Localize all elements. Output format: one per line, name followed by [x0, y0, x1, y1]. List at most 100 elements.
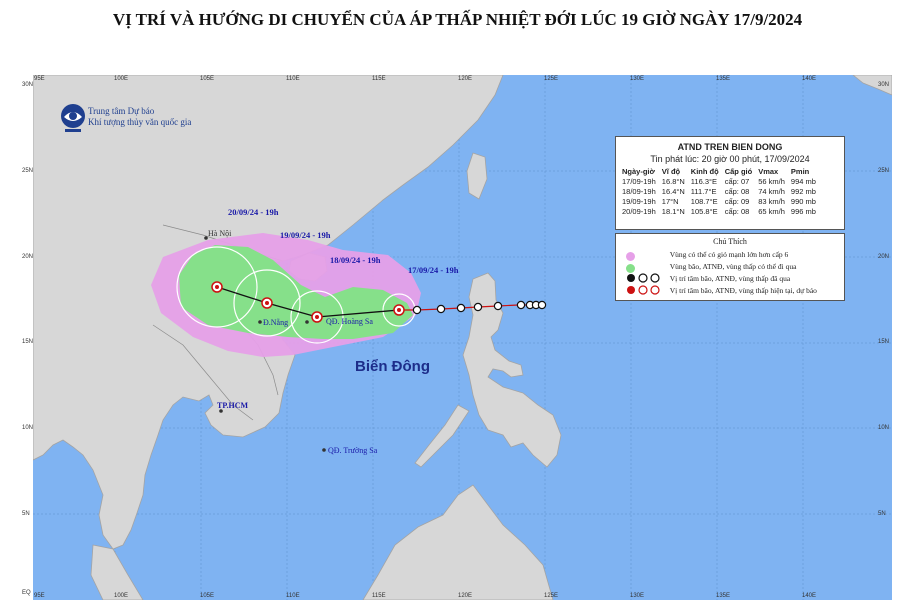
tick-top: 125E: [544, 76, 559, 82]
table-header-row: Ngày-giờ Vĩ độ Kinh độ Cấp gió Vmax Pmin: [619, 167, 819, 177]
tick-bottom: 125E: [544, 593, 559, 599]
tick-top: 105E: [200, 76, 215, 82]
table-cell: 19/09-19h: [622, 197, 656, 206]
tick-left: 25N: [22, 168, 34, 174]
tick-right: 10N: [878, 425, 890, 431]
tick-right: 15N: [878, 339, 890, 345]
table-cell: 111.7°E: [690, 187, 717, 196]
table-cell: 18/09-19h: [622, 187, 656, 196]
legend-item-danger-zone: Vùng bão, ATNĐ, vùng thấp có thể đi qua: [626, 261, 797, 273]
tick-bottom: 95E: [34, 593, 45, 599]
header-cell: Kinh độ: [690, 167, 719, 176]
track-label-18-09: 18/09/24 - 19h: [330, 255, 381, 265]
hanoi-label: Hà Nội: [208, 229, 232, 238]
forecast-storm-symbols-icon: [627, 285, 660, 295]
info-issued: Tin phát lúc: 20 giờ 00 phút, 17/09/2024: [650, 154, 810, 164]
tick-top: 120E: [458, 76, 473, 82]
tick-left: 15N: [22, 339, 34, 345]
tick-bottom: 105E: [200, 593, 215, 599]
tick-left: 10N: [22, 425, 34, 431]
hydromet-logo-icon: [61, 104, 85, 132]
tick-right: 20N: [878, 254, 890, 260]
table-cell: 108.7°E: [690, 197, 718, 206]
table-row: 20/09-19h 18.1°N 105.8°E cấp: 08 65 km/h 996 …: [619, 207, 819, 217]
header-cell: Vmax: [758, 167, 779, 176]
past-positions: [412, 300, 547, 315]
legend-item-wind-zone: Vùng có thể có gió mạnh lớn hơn cấp 6: [626, 249, 789, 261]
japan: [852, 75, 892, 96]
table-cell: 992 mb: [790, 187, 816, 196]
table-cell: 105.8°E: [690, 207, 718, 216]
spratly-label: QĐ. Trường Sa: [328, 446, 378, 455]
borneo: [362, 484, 554, 600]
table-cell: 16.4°N: [661, 187, 685, 196]
track-label-17-09: 17/09/24 - 19h: [408, 265, 459, 275]
tick-right: 25N: [878, 168, 890, 174]
forecast-positions: [211, 281, 405, 323]
palawan: [414, 404, 470, 468]
past-storm-symbols-icon: [627, 273, 660, 283]
agency-line-1: Trung tâm Dự báo: [88, 106, 155, 116]
agency-line-2: Khí tượng thủy văn quốc gia: [88, 117, 192, 127]
table-cell: 16.8°N: [661, 177, 685, 186]
table-cell: 65 km/h: [758, 207, 785, 216]
tick-left: 5N: [22, 511, 30, 517]
tick-bottom: 120E: [458, 593, 473, 599]
tick-top: 100E: [114, 76, 129, 82]
tick-right: 5N: [878, 511, 886, 517]
page-title: VỊ TRÍ VÀ HƯỚNG DI CHUYỂN CỦA ÁP THẤP NH…: [112, 10, 803, 29]
table-cell: 74 km/h: [758, 187, 785, 196]
table-cell: 18.1°N: [661, 207, 685, 216]
table-cell: cấp: 07: [724, 177, 750, 186]
tick-top: 115E: [372, 76, 386, 82]
table-cell: 20/09-19h: [622, 207, 656, 216]
table-cell: 56 km/h: [758, 177, 785, 186]
table-cell: cấp: 08: [724, 207, 750, 216]
tick-bottom: 130E: [630, 593, 645, 599]
header-cell: Pmin: [790, 167, 810, 176]
track-label-20-09: 20/09/24 - 19h: [228, 207, 279, 217]
tick-bottom: 115E: [372, 593, 386, 599]
legend-title: Chú Thích: [713, 237, 747, 246]
legend-label: Vùng có thể có gió mạnh lớn hơn cấp 6: [669, 250, 789, 259]
sea-name: Biển Đông: [355, 358, 430, 375]
tick-left: 30N: [22, 82, 34, 88]
green-dot-icon: [626, 263, 635, 273]
danger-zone: [179, 245, 413, 339]
header-cell: Vĩ độ: [661, 167, 681, 176]
legend-label: Vùng bão, ATNĐ, vùng thấp có thể đi qua: [669, 262, 797, 271]
table-cell: 17°N: [661, 197, 679, 206]
info-title: ATND TREN BIEN DONG: [677, 142, 783, 152]
table-cell: cấp: 09: [724, 197, 750, 206]
agency-name: Trung tâm Dự báo Khí tượng thủy văn quốc…: [88, 106, 191, 128]
table-cell: 996 mb: [790, 207, 816, 216]
tick-right: 30N: [878, 82, 890, 88]
table-cell: cấp: 08: [724, 187, 750, 196]
paracel-label: QĐ. Hoàng Sa: [326, 317, 373, 326]
tick-top: 95E: [34, 76, 45, 82]
place-markers: [204, 236, 326, 452]
tick-top: 110E: [286, 76, 300, 82]
table-row: 19/09-19h 17°N 108.7°E cấp: 09 83 km/h 990 mb: [619, 197, 819, 207]
tick-bottom: 110E: [286, 593, 300, 599]
tick-top: 135E: [716, 76, 731, 82]
tick-left: EQ: [22, 590, 31, 596]
track-label-19-09: 19/09/24 - 19h: [280, 230, 331, 240]
legend-label: Vị trí tâm bão, ATNĐ, vùng thấp hiện tại…: [669, 286, 817, 296]
tick-left: 20N: [22, 254, 34, 260]
hcm-label: TP.HCM: [217, 401, 249, 410]
table-cell: 116.3°E: [690, 177, 718, 186]
table-cell: 990 mb: [790, 197, 816, 206]
header-cell: Cấp gió: [724, 167, 753, 176]
tick-bottom: 100E: [114, 593, 129, 599]
storm-info-box: ATND TREN BIEN DONG Tin phát lúc: 20 giờ…: [615, 136, 845, 230]
storm-table: Ngày-giờ Vĩ độ Kinh độ Cấp gió Vmax Pmin…: [619, 167, 819, 217]
legend-item-forecast-position: Vị trí tâm bão, ATNĐ, vùng thấp hiện tại…: [626, 285, 817, 296]
table-cell: 994 mb: [790, 177, 816, 186]
tick-bottom: 135E: [716, 593, 731, 599]
legend-item-past-position: Vị trí tâm bão, ATNĐ, vùng thấp đã qua: [626, 273, 790, 284]
header-cell: Ngày-giờ: [622, 167, 655, 176]
table-row: 17/09-19h 16.8°N 116.3°E cấp: 07 56 km/h 994 …: [619, 177, 819, 187]
taiwan: [466, 152, 488, 200]
legend-label: Vị trí tâm bão, ATNĐ, vùng thấp đã qua: [669, 274, 791, 284]
